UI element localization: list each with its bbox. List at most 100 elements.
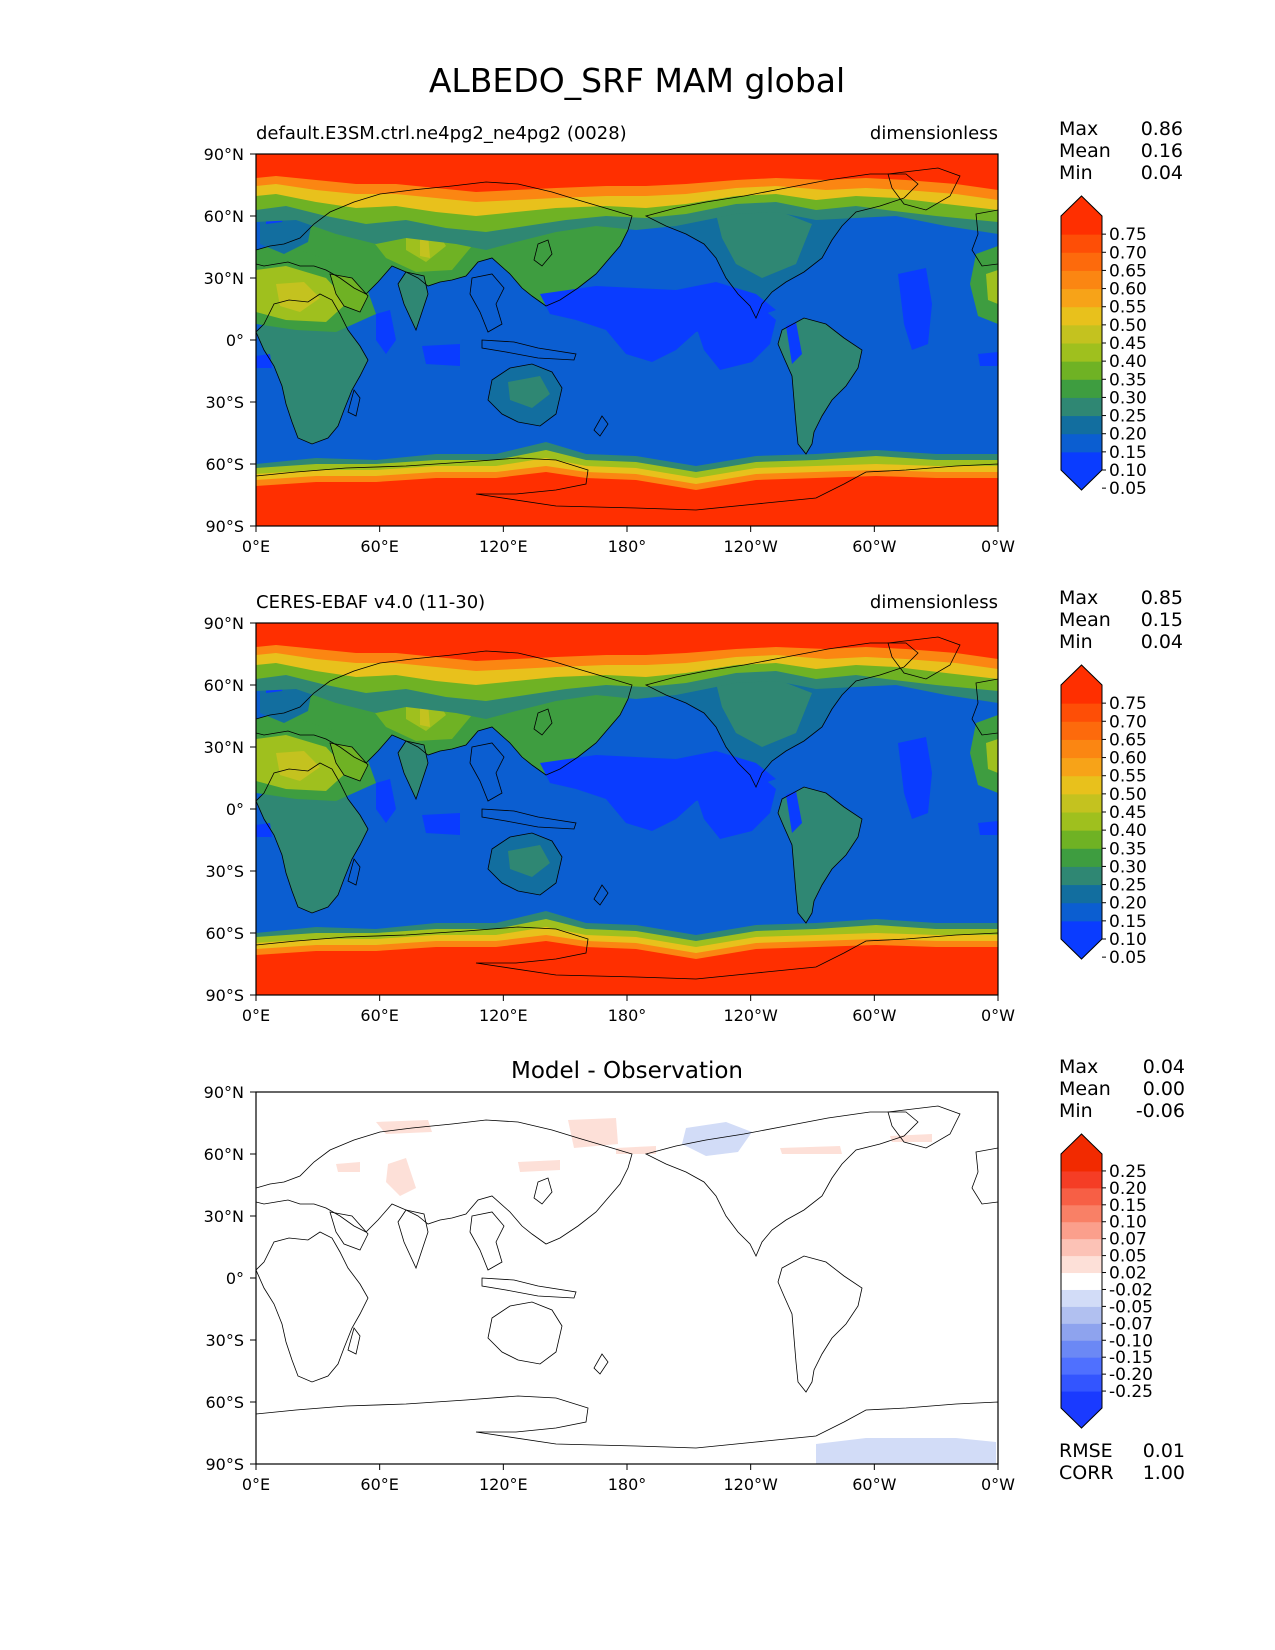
colorbar-extend-min: [1061, 1408, 1102, 1428]
y-tick-label: 60°N: [204, 207, 244, 226]
colorbar-tick-label: 0.10: [1109, 930, 1147, 950]
x-tick-label: 180°: [608, 537, 647, 556]
stat-value-max: 0.85: [1141, 587, 1183, 609]
colorbar-tick-label: 0.60: [1109, 749, 1147, 769]
colorbar-tick-label: -0.02: [1109, 1280, 1153, 1300]
colorbar-band: [1061, 306, 1102, 326]
colorbar-band: [1061, 1170, 1102, 1189]
colorbar-tick-label: 0.07: [1109, 1230, 1147, 1250]
colorbar-band: [1061, 379, 1102, 398]
panel-model-label: default.E3SM.ctrl.ne4pg2_ne4pg2 (0028): [256, 123, 627, 144]
y-tick-label: 30°S: [205, 862, 244, 881]
stat-label-max: Max: [1059, 118, 1098, 140]
colorbar-tick-label: 0.35: [1109, 370, 1147, 390]
panel-obs-stats: Max Mean Min 0.85 0.15 0.04: [1059, 587, 1183, 653]
colorbar-tick-label: 0.75: [1109, 694, 1147, 714]
panel-obs-map: [256, 623, 998, 995]
colorbar-tick-label: 0.05: [1109, 948, 1147, 968]
colorbar-band: [1061, 775, 1102, 795]
colorbar-tick-label: 0.50: [1109, 785, 1147, 805]
colorbar-tick-label: 0.20: [1109, 894, 1147, 914]
colorbar-band: [1061, 361, 1102, 380]
stat-value-mean: 0.15: [1141, 609, 1183, 631]
colorbar-band: [1061, 415, 1102, 435]
colorbar-tick-label: 0.60: [1109, 280, 1147, 300]
colorbar-band: [1061, 1187, 1102, 1206]
colorbar-band: [1061, 685, 1102, 704]
colorbar-tick-label: 0.05: [1109, 479, 1147, 499]
colorbar-tick-label: 0.45: [1109, 803, 1147, 823]
colorbar-tick-label: 0.70: [1109, 712, 1147, 732]
y-tick-label: 90°N: [204, 145, 244, 164]
colorbar-band: [1061, 1204, 1102, 1223]
panel-obs: CERES-EBAF v4.0 (11-30) dimensionless 0°…: [204, 587, 1183, 1025]
x-tick-label: 120°E: [479, 1006, 528, 1025]
colorbar-tick-label: 0.30: [1109, 857, 1147, 877]
stat-value-mean: 0.00: [1143, 1078, 1185, 1100]
y-tick-label: 60°S: [205, 924, 244, 943]
colorbar-band: [1061, 866, 1102, 886]
stat-label-max: Max: [1059, 587, 1098, 609]
x-tick-label: 60°E: [360, 1475, 398, 1494]
colorbar-tick-label: 0.20: [1109, 1179, 1147, 1199]
colorbar-band: [1061, 1374, 1102, 1392]
x-tick-label: 60°E: [360, 537, 398, 556]
y-tick-label: 90°S: [205, 1455, 244, 1474]
x-tick-label: 60°E: [360, 1006, 398, 1025]
panel-diff: Model - Observation 0°E 60°E 120°E 180° 120°…: [204, 1056, 1185, 1494]
x-tick-label: 120°W: [723, 1475, 778, 1494]
colorbar-band: [1061, 1289, 1102, 1307]
colorbar-band: [1061, 216, 1102, 235]
x-tick-label: 120°E: [479, 537, 528, 556]
x-tick-label: 0°W: [981, 1475, 1015, 1494]
x-tick-label: 0°E: [242, 1475, 270, 1494]
colorbar-band: [1061, 812, 1102, 831]
y-tick-label: 30°N: [204, 1207, 244, 1226]
colorbar-tick-label: 0.65: [1109, 730, 1147, 750]
stat-label-min: Min: [1059, 631, 1093, 653]
colorbar-tick-label: 0.20: [1109, 425, 1147, 445]
metric-label-rmse: RMSE: [1059, 1440, 1113, 1462]
y-tick-label: 30°N: [204, 738, 244, 757]
y-tick-label: 30°N: [204, 269, 244, 288]
colorbar-band: [1061, 1272, 1102, 1290]
colorbar-tick-label: -0.07: [1109, 1314, 1153, 1334]
colorbar-tick-label: 0.70: [1109, 243, 1147, 263]
colorbar-extend-max: [1061, 1134, 1102, 1154]
panel-obs-colorbar: 0.750.700.650.600.550.500.450.400.350.30…: [1060, 664, 1147, 968]
panel-diff-metrics: RMSE CORR 0.01 1.00: [1059, 1440, 1185, 1484]
x-tick-label: 60°W: [852, 1475, 896, 1494]
x-tick-label: 0°E: [242, 537, 270, 556]
colorbar-tick-label: 0.55: [1109, 298, 1147, 318]
y-tick-label: 0°: [226, 331, 244, 350]
colorbar-band: [1061, 1323, 1102, 1341]
colorbar-tick-label: 0.35: [1109, 839, 1147, 859]
y-tick-label: 0°: [226, 800, 244, 819]
colorbar-band: [1061, 884, 1102, 904]
x-tick-label: 0°W: [981, 1006, 1015, 1025]
x-tick-label: 60°W: [852, 1006, 896, 1025]
colorbar-band: [1061, 703, 1102, 722]
panel-diff-title: Model - Observation: [511, 1058, 743, 1084]
panel-model: default.E3SM.ctrl.ne4pg2_ne4pg2 (0028) d…: [204, 118, 1183, 556]
colorbar-tick-label: 0.75: [1109, 225, 1147, 245]
y-tick-label: 60°S: [205, 1393, 244, 1412]
panel-diff-colorbar: 0.250.200.150.100.070.050.02-0.02-0.05-0…: [1060, 1133, 1153, 1429]
colorbar-tick-label: -0.05: [1109, 1297, 1153, 1317]
y-tick-label: 30°S: [205, 1331, 244, 1350]
colorbar-tick-label: 0.10: [1109, 1213, 1147, 1233]
panel-model-units: dimensionless: [870, 123, 998, 144]
y-tick-label: 90°S: [205, 517, 244, 536]
colorbar-band: [1061, 1306, 1102, 1324]
stat-value-mean: 0.16: [1141, 140, 1183, 162]
y-tick-label: 60°N: [204, 676, 244, 695]
x-tick-label: 180°: [608, 1475, 647, 1494]
colorbar-tick-label: 0.65: [1109, 261, 1147, 281]
colorbar-band: [1061, 1340, 1102, 1358]
colorbar-band: [1061, 433, 1102, 453]
colorbar-tick-label: 0.25: [1109, 1162, 1147, 1182]
colorbar-tick-label: 0.05: [1109, 1247, 1147, 1267]
y-tick-label: 30°S: [205, 393, 244, 412]
panel-diff-map: [256, 1092, 998, 1464]
